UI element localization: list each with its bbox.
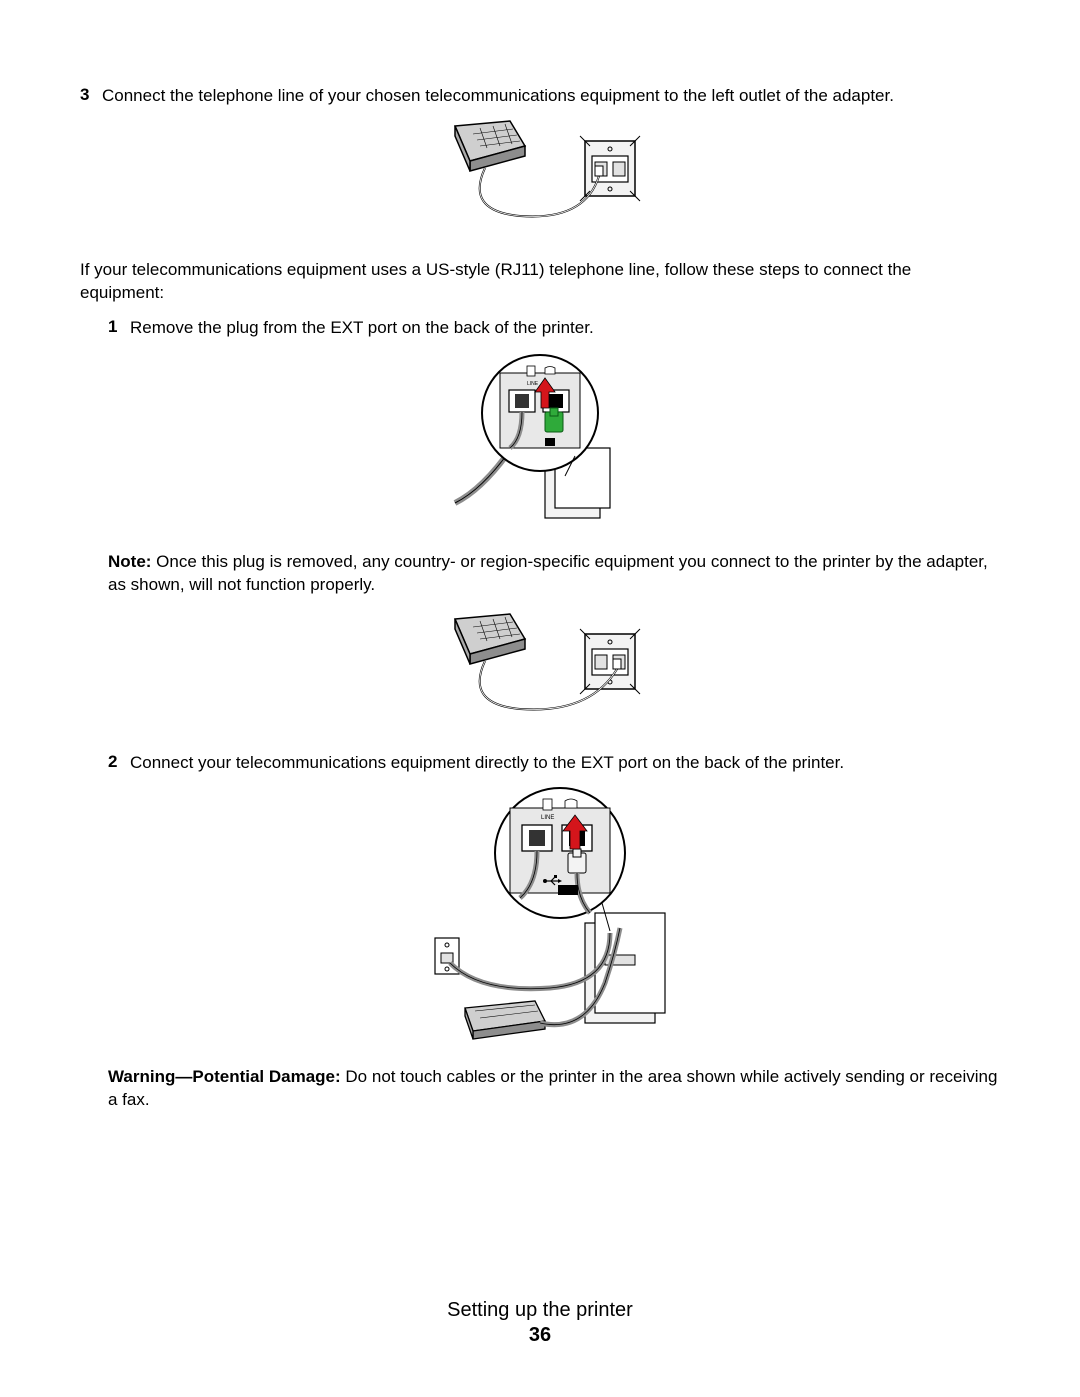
note-text: Once this plug is removed, any country- … xyxy=(108,552,988,594)
note-label: Note: xyxy=(108,552,156,571)
warning-paragraph: Warning—Potential Damage: Do not touch c… xyxy=(108,1066,1000,1112)
step-1: 1 Remove the plug from the EXT port on t… xyxy=(108,317,1000,340)
svg-text:LINE: LINE xyxy=(527,381,539,387)
svg-text:LINE: LINE xyxy=(541,815,554,821)
adapter-diagram-2-svg xyxy=(425,609,655,729)
warning-label: Warning—Potential Damage: xyxy=(108,1067,345,1086)
step-2-text: Connect your telecommunications equipmen… xyxy=(130,752,844,775)
figure-port-2: LINE xyxy=(80,783,1000,1048)
figure-adapter-2 xyxy=(80,609,1000,734)
step-3-text: Connect the telephone line of your chose… xyxy=(102,85,894,108)
step-1-number: 1 xyxy=(108,317,130,340)
step-3-number: 3 xyxy=(80,85,102,108)
figure-port-1: LINE xyxy=(80,348,1000,533)
footer-title: Setting up the printer xyxy=(0,1299,1080,1322)
figure-adapter-1 xyxy=(80,116,1000,241)
page-footer: Setting up the printer 36 xyxy=(0,1299,1080,1347)
note-paragraph: Note: Once this plug is removed, any cou… xyxy=(108,551,1000,597)
adapter-diagram-1-svg xyxy=(425,116,655,236)
step-2-number: 2 xyxy=(108,752,130,775)
rj11-paragraph: If your telecommunications equipment use… xyxy=(80,259,1000,305)
port-diagram-2-svg: LINE xyxy=(410,783,670,1043)
port-diagram-1-svg: LINE xyxy=(445,348,635,528)
step-3: 3 Connect the telephone line of your cho… xyxy=(80,85,1000,108)
footer-page-number: 36 xyxy=(0,1324,1080,1347)
step-2: 2 Connect your telecommunications equipm… xyxy=(108,752,1000,775)
page-content: 3 Connect the telephone line of your cho… xyxy=(0,0,1080,1111)
step-1-text: Remove the plug from the EXT port on the… xyxy=(130,317,594,340)
